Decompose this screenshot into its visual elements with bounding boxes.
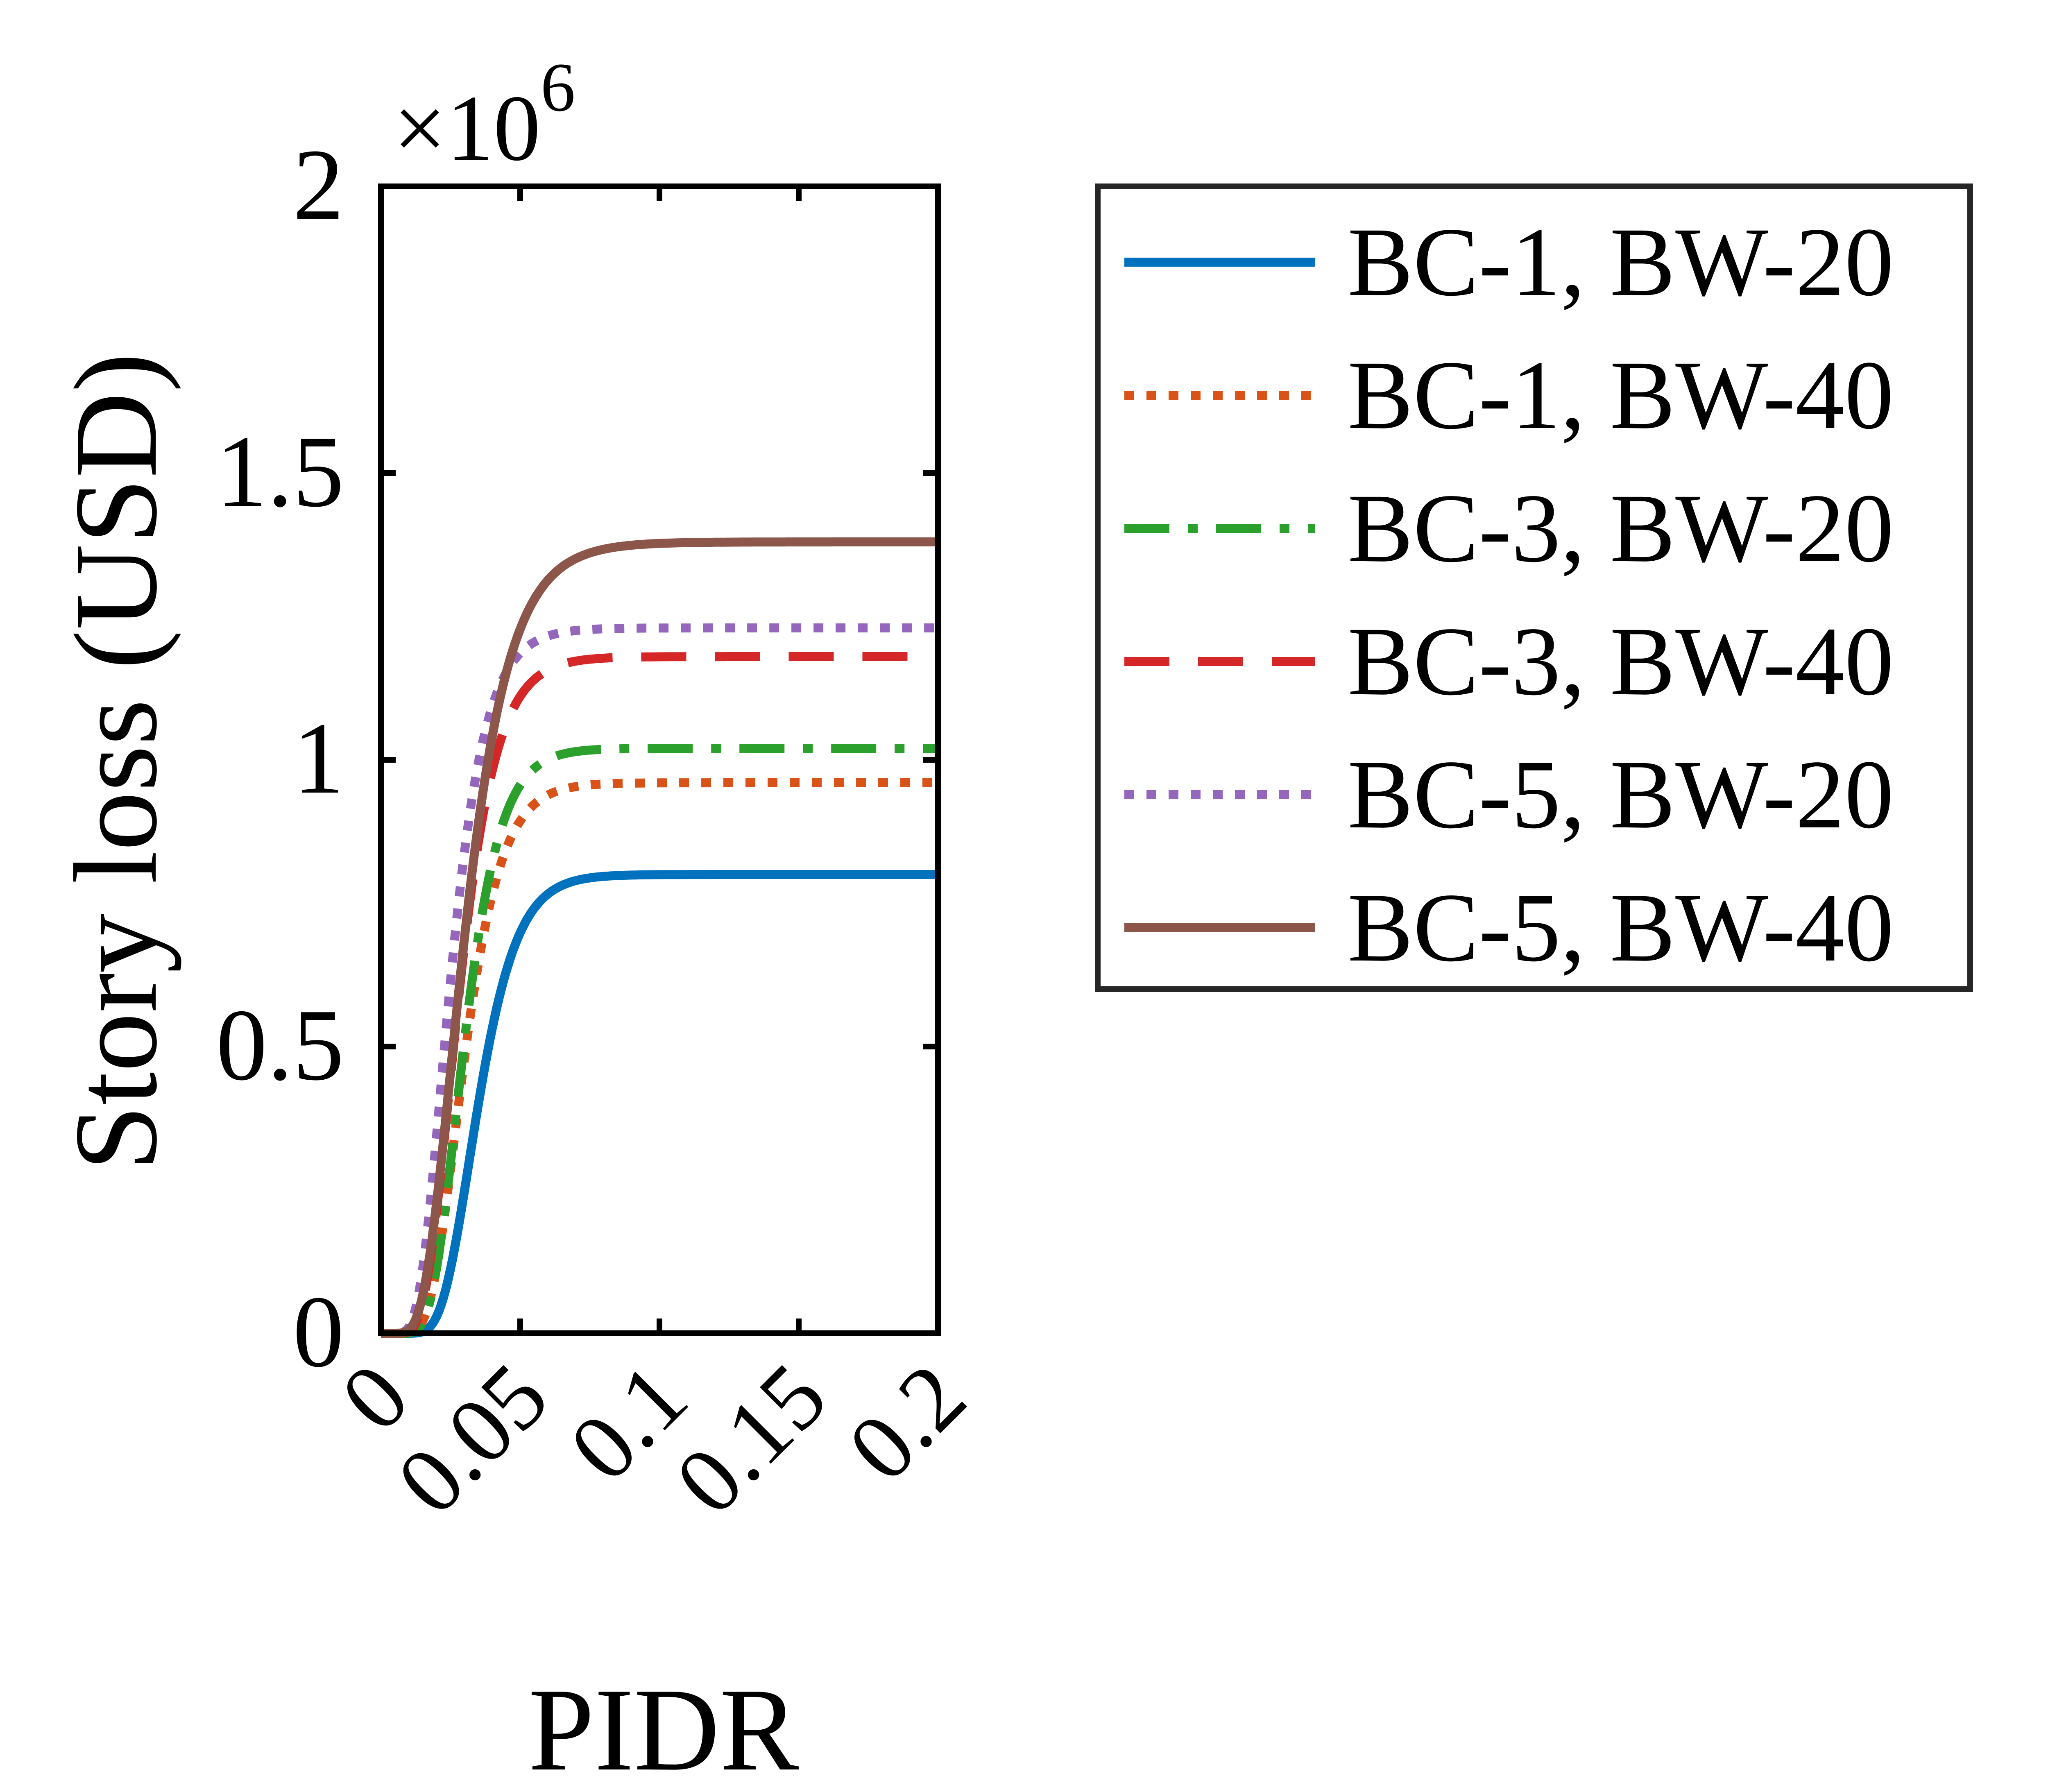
series-line-3 [378,744,940,1338]
legend-label: BC-1, BW-40 [1348,340,1894,449]
x-tick-label: 0.05 [377,1343,567,1534]
y-axis-label: Story loss (USD) [50,353,181,1171]
y-exponent-power: 6 [541,49,575,126]
y-tick-label: 1 [293,702,344,815]
legend-label: BC-1, BW-20 [1348,207,1894,316]
x-axis-label: PIDR [528,1664,800,1792]
legend-entry: BC-1, BW-40 [1124,340,1894,449]
y-tick-label: 2 [293,128,344,242]
legend-label: BC-5, BW-20 [1348,740,1894,849]
series-line-1 [378,870,940,1338]
series-line-5 [378,623,940,1338]
y-tick-label: 0.5 [216,988,344,1102]
legend-label: BC-3, BW-40 [1348,607,1894,716]
legend-entry: BC-3, BW-20 [1124,473,1894,582]
y-exponent-base: ×10 [393,76,541,180]
legend-entry: BC-5, BW-40 [1124,873,1894,982]
legend-label: BC-3, BW-20 [1348,473,1894,582]
series-line-4 [378,652,940,1338]
legend-entry: BC-1, BW-20 [1124,207,1894,316]
y-axis-exponent: ×106 [393,49,575,180]
series-line-6 [378,537,940,1338]
legend-label: BC-5, BW-40 [1348,873,1894,982]
y-tick-label: 0 [293,1275,344,1389]
series-layer [378,537,940,1338]
y-tick-label: 1.5 [216,415,344,528]
plot-frame [378,184,941,1336]
ticks-layer: 00.050.10.150.200.511.52 [216,128,985,1534]
x-tick-label: 0.2 [828,1343,985,1501]
x-tick-label: 0.15 [655,1343,846,1534]
legend-entries: BC-1, BW-20 BC-1, BW-40 BC-3, BW-20 BC-3, B… [1124,207,1894,982]
legend-box [1095,184,1973,992]
legend-entry: BC-3, BW-40 [1124,607,1894,716]
legend: BC-1, BW-20 BC-1, BW-40 BC-3, BW-20 BC-3, B… [1095,184,1973,992]
legend-entry: BC-5, BW-20 [1124,740,1894,849]
